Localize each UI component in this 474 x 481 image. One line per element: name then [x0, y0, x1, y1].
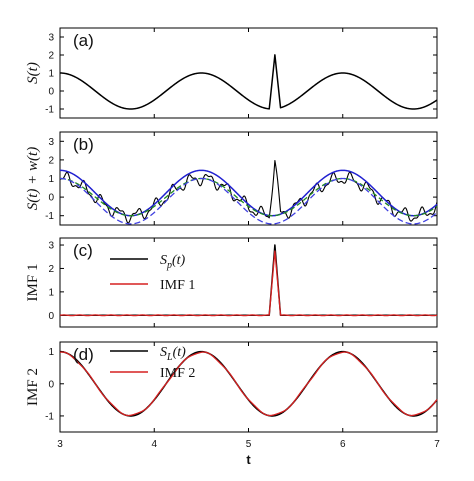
- panel-a: -1 0 1 2 3 (a) S(t): [25, 27, 438, 119]
- y-tick-label: 3: [48, 241, 54, 252]
- panel-frame: [59, 27, 438, 119]
- mean-envelope-line: [59, 177, 438, 217]
- legend-label: Sp(t): [160, 253, 186, 271]
- panel-b: -1 0 1 2 3 (b) S(t) + w(t): [25, 131, 438, 226]
- y-tick-label: 2: [48, 155, 54, 166]
- legend-label: IMF 2: [160, 366, 195, 381]
- legend-label: IMF 1: [160, 278, 195, 293]
- panel-letter: (a): [73, 31, 94, 50]
- noisy-signal-line: [59, 159, 438, 224]
- y-tick-label: -1: [45, 411, 54, 422]
- panel-letter: (d): [73, 345, 94, 364]
- x-tick-label: 3: [57, 439, 63, 450]
- y-axis-label: IMF 2: [25, 368, 41, 406]
- y-tick-label: -1: [45, 105, 54, 116]
- lower-envelope-line: [59, 177, 438, 225]
- imf2-line: [59, 351, 438, 417]
- y-tick-label: 2: [48, 264, 54, 275]
- imf1-line: [59, 250, 438, 317]
- panel-letter: (b): [73, 135, 94, 154]
- x-tick-label: 6: [340, 439, 346, 450]
- x-tick-label: 7: [434, 439, 440, 450]
- x-axis-label: t: [246, 452, 251, 467]
- y-tick-label: -1: [45, 211, 54, 222]
- panel-c: 0 1 2 3 (c) IMF 1 Sp(t) IMF 1: [25, 237, 438, 328]
- y-tick-label: 2: [48, 51, 54, 62]
- y-tick-label: 0: [48, 193, 54, 204]
- y-tick-label: 1: [48, 287, 54, 298]
- y-tick-label: 3: [48, 33, 54, 44]
- y-tick-label: 1: [48, 69, 54, 80]
- x-tick-label: 5: [246, 439, 252, 450]
- panel-frame: [59, 237, 438, 328]
- y-axis-label: IMF 1: [25, 264, 41, 302]
- y-axis-label: S(t) + w(t): [25, 147, 41, 210]
- y-axis-label: S(t): [25, 62, 41, 84]
- x-tick-label: 4: [151, 439, 157, 450]
- y-tick-label: 1: [48, 347, 54, 358]
- y-tick-label: 0: [48, 87, 54, 98]
- pulse-component-line: [59, 244, 438, 317]
- y-tick-label: 3: [48, 137, 54, 148]
- panel-letter: (c): [73, 241, 93, 260]
- y-tick-label: 0: [48, 379, 54, 390]
- y-tick-label: 0: [48, 311, 54, 322]
- sinusoid-component-line: [59, 350, 438, 417]
- signal-line: [59, 54, 438, 110]
- legend-label: SL(t): [160, 345, 186, 363]
- panel-d: -1 0 1 (d) IMF 2 SL(t) IMF 2: [25, 341, 438, 433]
- y-tick-label: 1: [48, 174, 54, 185]
